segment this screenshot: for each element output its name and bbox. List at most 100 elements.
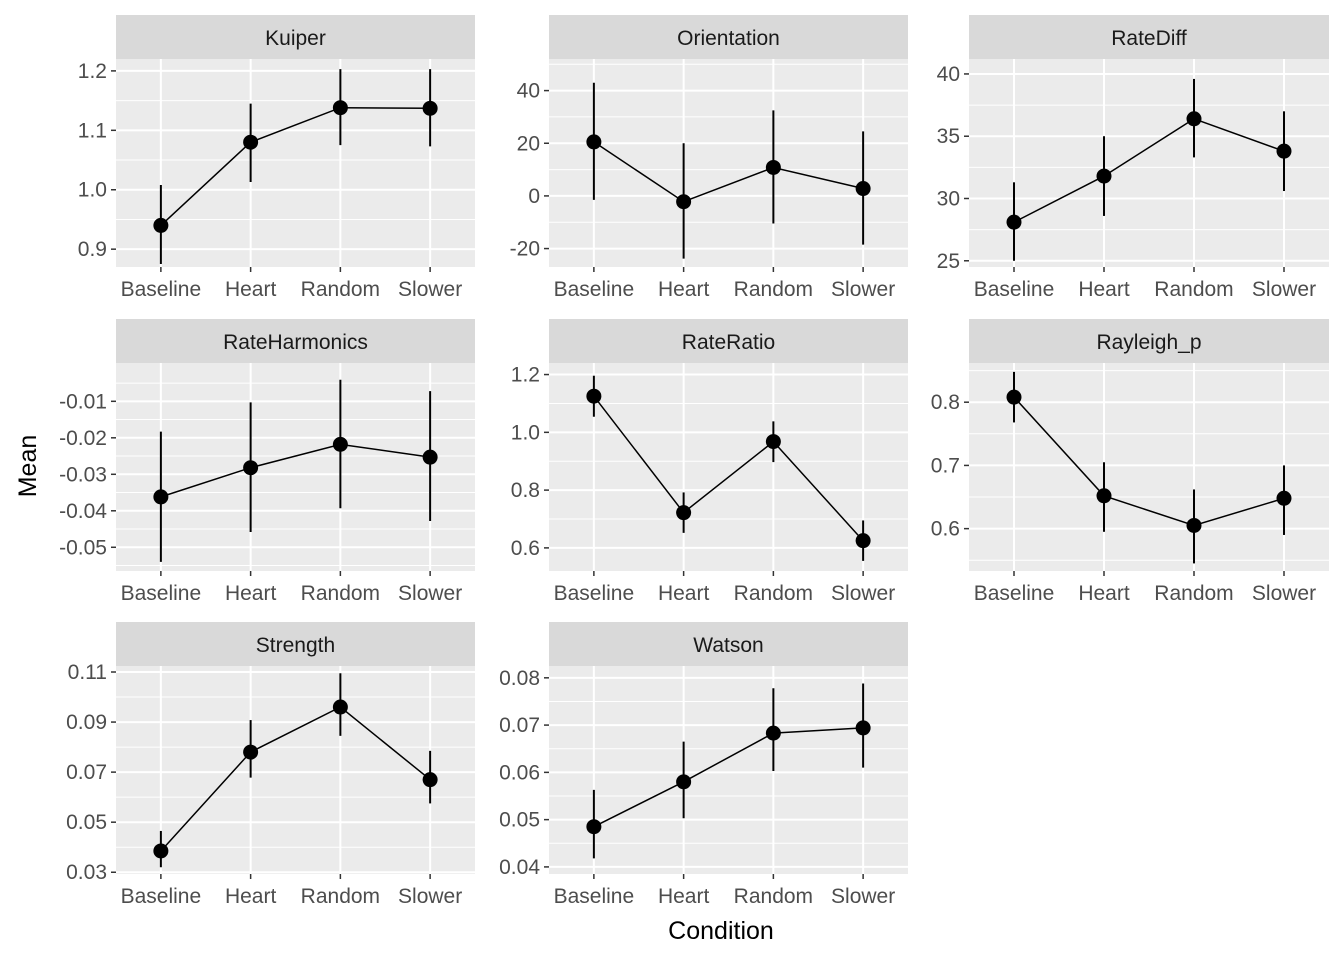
- y-tick-label: 40: [937, 63, 960, 86]
- mean-point: [332, 436, 348, 452]
- y-tick-label: 30: [937, 187, 960, 210]
- mean-point: [676, 505, 692, 521]
- y-tick-label: 20: [517, 132, 540, 155]
- y-tick-label: -0.03: [59, 463, 107, 486]
- series-line: [160, 443, 431, 498]
- mean-point: [765, 159, 781, 175]
- facet-strip: [969, 319, 1329, 363]
- y-tick-label: 40: [517, 80, 540, 103]
- mean-point: [153, 843, 169, 859]
- mean-point: [586, 819, 602, 835]
- x-tick-label: Heart: [658, 582, 710, 605]
- x-tick-label: Slower: [1252, 582, 1316, 605]
- y-tick-label: 0.8: [511, 479, 540, 502]
- y-tick-label: 0.07: [66, 761, 107, 784]
- x-tick-label: Heart: [658, 885, 710, 908]
- panel-strength: Strength 0.03 0.05 0.07 0.09 0.11 Baseline Hear…: [66, 622, 475, 908]
- y-tick-label: 0.05: [499, 809, 540, 832]
- y-tick-label: 0.05: [66, 811, 107, 834]
- y-tick-label: 0.8: [931, 391, 960, 414]
- x-tick-label: Slower: [398, 278, 462, 301]
- mean-point: [422, 449, 438, 465]
- facet-title: RateDiff: [1111, 27, 1187, 50]
- x-tick-label: Random: [734, 278, 813, 301]
- series-line: [1013, 117, 1285, 223]
- x-tick-label: Baseline: [121, 885, 202, 908]
- plot-background: [549, 59, 908, 267]
- facet-strip: [116, 319, 475, 363]
- facet-strip: [969, 15, 1329, 59]
- mean-point: [1006, 389, 1022, 405]
- x-axis-title: Condition: [668, 917, 774, 945]
- plot-background: [549, 363, 908, 571]
- y-tick-label: 0.03: [66, 861, 107, 884]
- y-tick-label: -20: [510, 238, 540, 261]
- mean-point: [1006, 214, 1022, 230]
- x-tick-label: Slower: [398, 885, 462, 908]
- y-tick-label: 25: [937, 250, 960, 273]
- y-tick-label: 0: [528, 185, 540, 208]
- x-tick-label: Baseline: [554, 885, 635, 908]
- y-tick-label: 35: [937, 125, 960, 148]
- mean-point: [243, 460, 259, 476]
- x-tick-label: Heart: [658, 278, 710, 301]
- panel-ratediff: RateDiff 25 30 35 40 Baseline Heart Random Slowe…: [937, 15, 1329, 301]
- x-tick-label: Slower: [831, 885, 895, 908]
- plot-background: [116, 59, 475, 267]
- series-line: [160, 706, 431, 852]
- plot-background: [116, 666, 475, 874]
- y-tick-label: -0.05: [59, 536, 107, 559]
- mean-point: [332, 100, 348, 116]
- x-tick-label: Slower: [398, 582, 462, 605]
- facet-strip: [549, 319, 908, 363]
- x-tick-label: Random: [301, 885, 380, 908]
- mean-point: [855, 181, 871, 197]
- x-tick-label: Baseline: [121, 582, 202, 605]
- mean-point: [855, 720, 871, 736]
- facet-title: Kuiper: [265, 27, 326, 50]
- mean-point: [765, 434, 781, 450]
- y-tick-label: -0.02: [59, 427, 107, 450]
- facet-title: Strength: [256, 634, 335, 657]
- y-tick-label: 1.2: [78, 60, 107, 83]
- y-tick-label: 0.06: [499, 761, 540, 784]
- facet-title: RateHarmonics: [223, 331, 368, 354]
- mean-point: [765, 725, 781, 741]
- panel-rateharmonics: RateHarmonics -0.05 -0.04 -0.03 -0.02 -0.01 Ba…: [59, 319, 475, 605]
- mean-point: [676, 774, 692, 790]
- mean-point: [1186, 111, 1202, 127]
- y-tick-label: 0.07: [499, 714, 540, 737]
- x-tick-label: Heart: [225, 885, 277, 908]
- x-tick-label: Slower: [1252, 278, 1316, 301]
- y-tick-label: 1.1: [78, 119, 107, 142]
- x-tick-label: Baseline: [974, 278, 1055, 301]
- y-tick-label: 0.6: [511, 537, 540, 560]
- facet-title: Orientation: [677, 27, 780, 50]
- series-line: [593, 141, 864, 203]
- panel-rateratio: RateRatio 0.6 0.8 1.0 1.2 Baseline Heart Random…: [511, 319, 908, 605]
- panel-orientation: Orientation -20 0 20 40 Baseline Heart Random Sl…: [510, 15, 908, 301]
- mean-point: [1276, 490, 1292, 506]
- facet-strip: [116, 15, 475, 59]
- x-tick-label: Heart: [225, 582, 277, 605]
- x-tick-label: Baseline: [974, 582, 1055, 605]
- y-tick-label: 1.0: [511, 421, 540, 444]
- x-tick-label: Random: [301, 278, 380, 301]
- mean-point: [1186, 517, 1202, 533]
- facet-title: Watson: [693, 634, 763, 657]
- y-tick-label: 0.08: [499, 667, 540, 690]
- mean-point: [1096, 488, 1112, 504]
- x-tick-label: Slower: [831, 582, 895, 605]
- mean-point: [1276, 143, 1292, 159]
- plot-background: [116, 363, 475, 571]
- mean-point: [153, 489, 169, 505]
- mean-point: [243, 134, 259, 150]
- plot-background: [549, 666, 908, 874]
- series-line: [160, 106, 431, 226]
- facet-title: RateRatio: [682, 331, 775, 354]
- y-tick-label: 0.7: [931, 454, 960, 477]
- mean-point: [243, 744, 259, 760]
- mean-point: [422, 100, 438, 116]
- mean-point: [332, 699, 348, 715]
- x-tick-label: Random: [301, 582, 380, 605]
